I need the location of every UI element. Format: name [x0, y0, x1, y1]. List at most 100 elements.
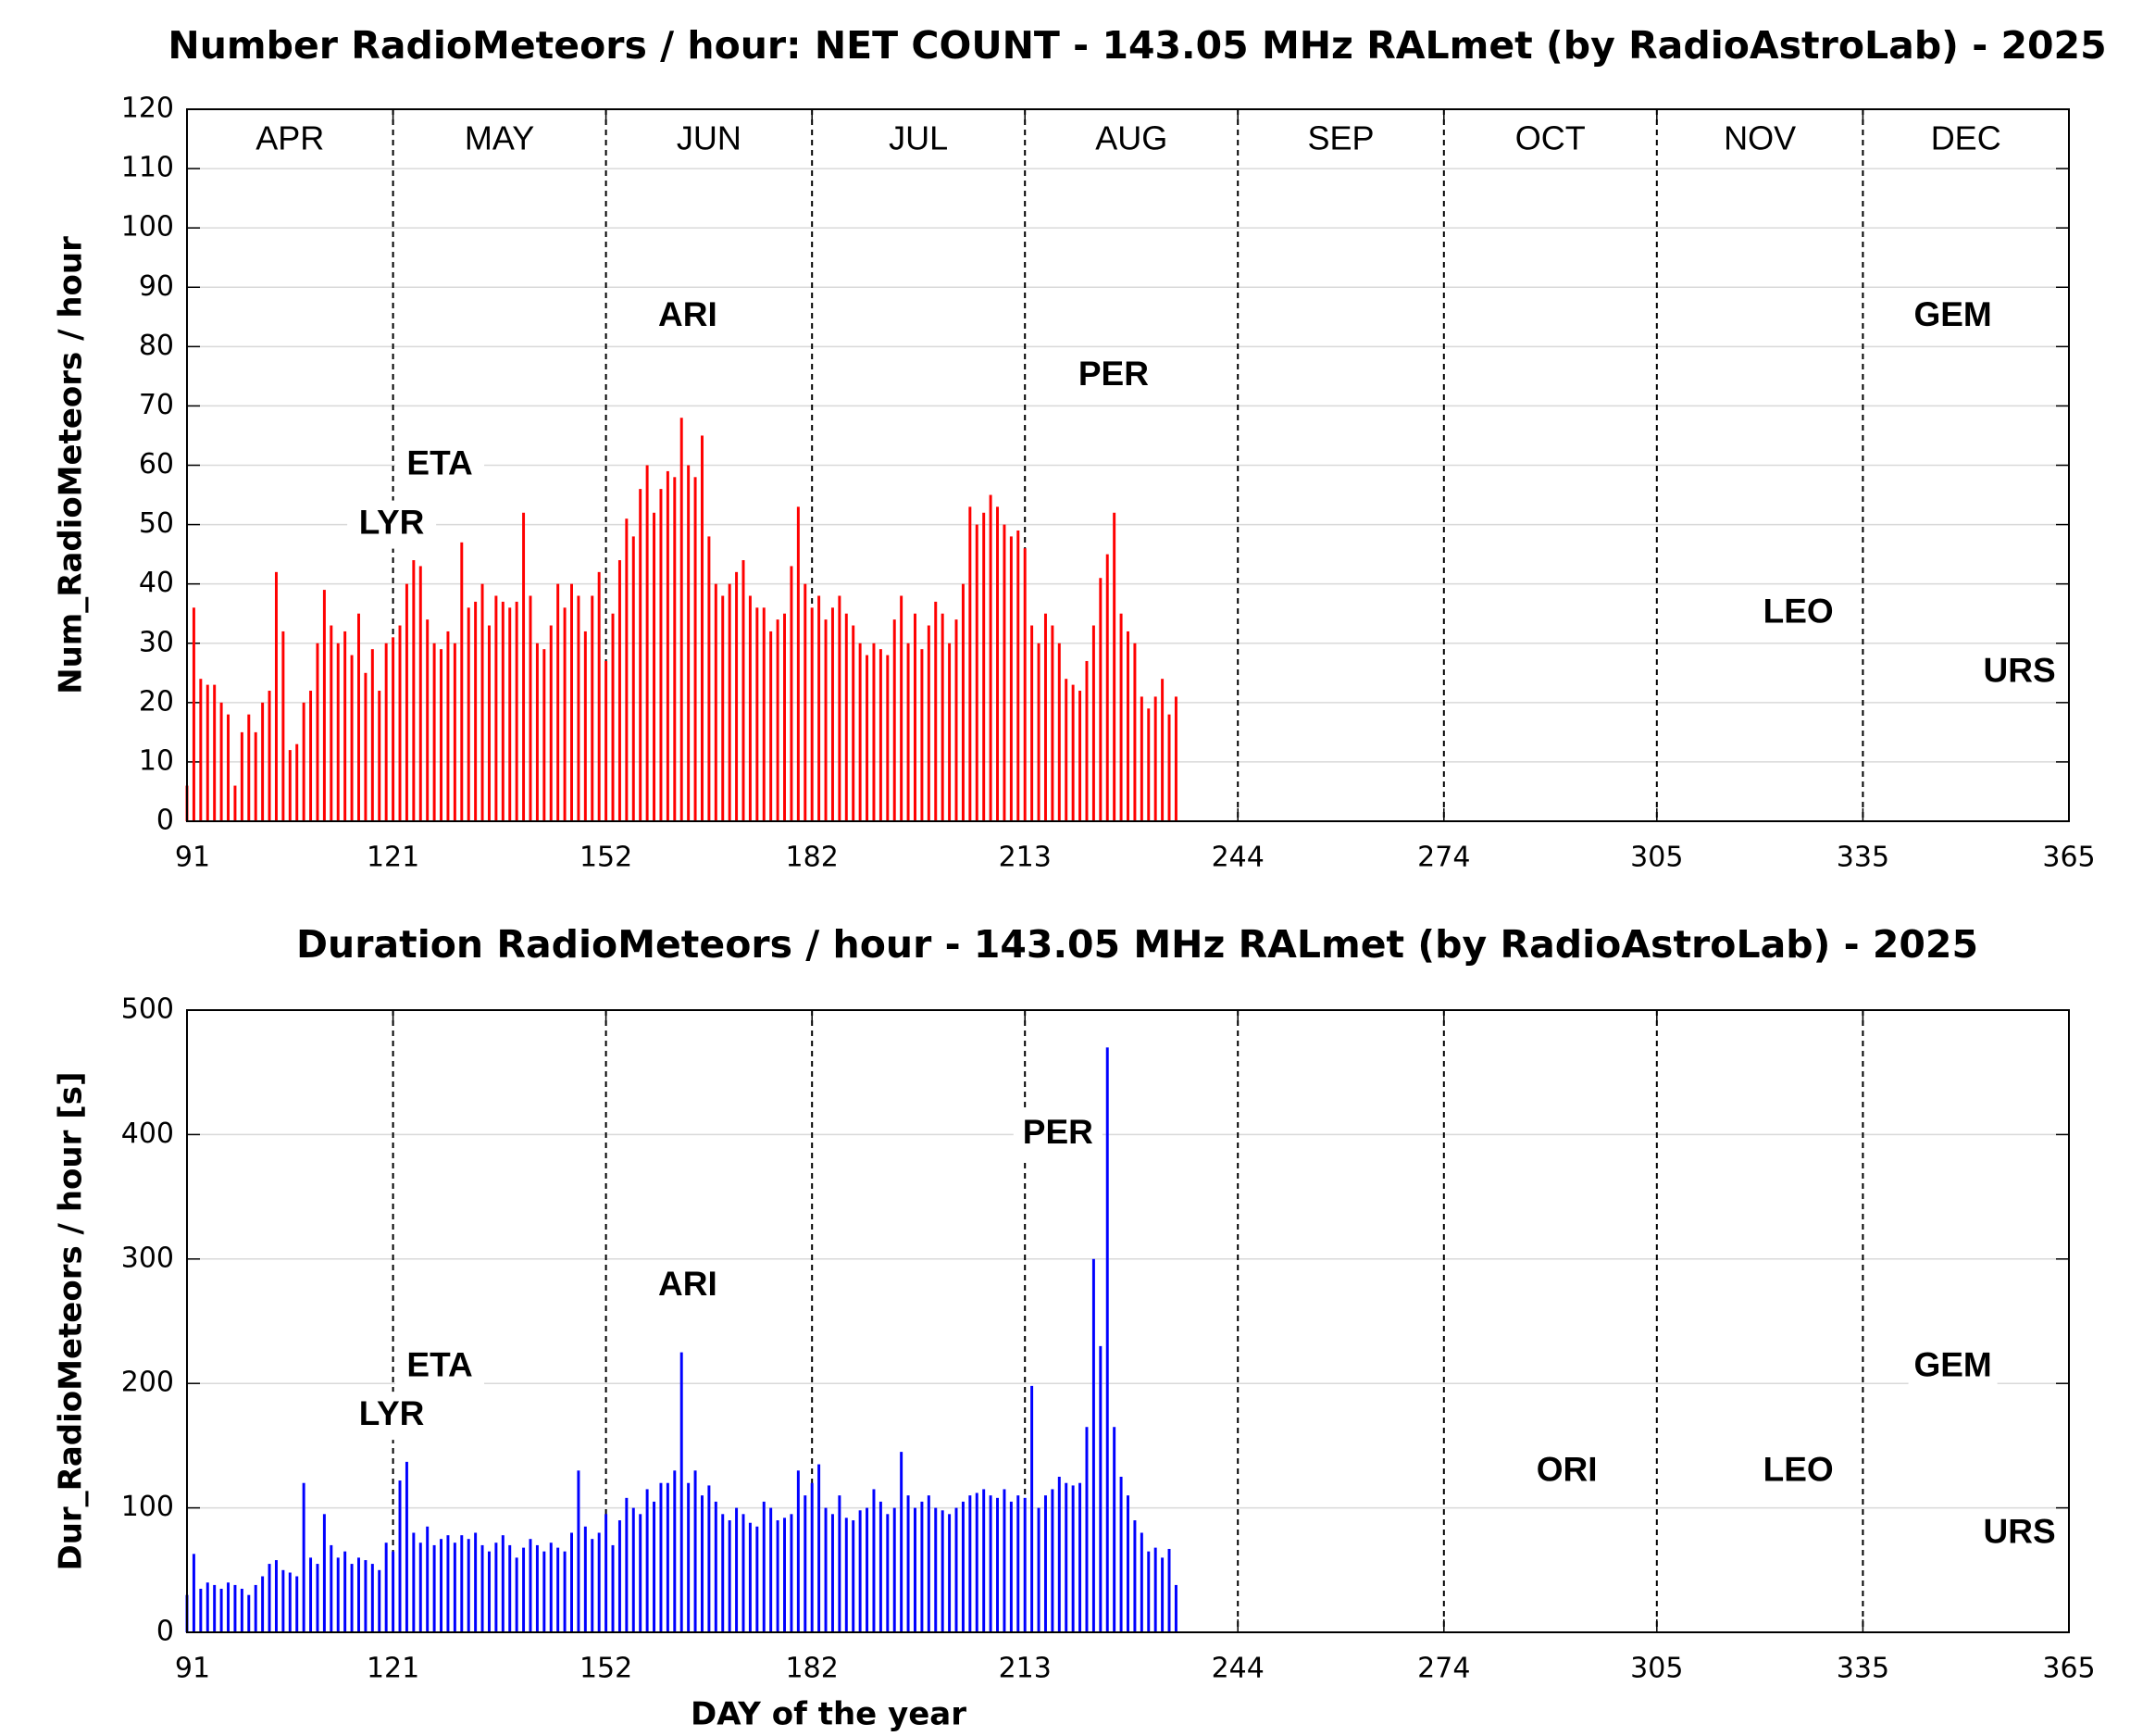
- x-tick-label: 274: [1417, 1653, 1470, 1685]
- y-tick-label: 30: [139, 626, 174, 658]
- bar: [989, 1495, 992, 1632]
- y-axis-label: Num_RadioMeteors / hour: [53, 236, 90, 694]
- annotation: LYR: [359, 503, 425, 541]
- bar: [446, 1535, 450, 1632]
- bar: [274, 1560, 278, 1632]
- bar: [790, 1514, 793, 1632]
- y-tick-label: 20: [139, 685, 174, 718]
- bar: [480, 1544, 484, 1632]
- bar: [336, 643, 340, 821]
- bar: [192, 1554, 195, 1632]
- bar: [213, 1584, 217, 1632]
- bar: [866, 1507, 869, 1632]
- bar: [1085, 1427, 1089, 1632]
- bar: [659, 1482, 663, 1632]
- bar: [330, 625, 333, 821]
- annotation-background: [642, 1262, 732, 1311]
- annotation-background: [395, 441, 485, 490]
- bar: [591, 1539, 594, 1632]
- annotation-background: [1975, 648, 2064, 697]
- bar: [707, 536, 711, 821]
- bar: [700, 435, 704, 821]
- bar: [852, 1520, 855, 1632]
- bar: [219, 1588, 223, 1632]
- bar: [474, 601, 478, 821]
- bar: [1085, 660, 1089, 821]
- annotation-background: [1522, 1447, 1612, 1496]
- bar: [206, 1582, 209, 1632]
- bar: [1009, 536, 1013, 821]
- bar: [886, 1514, 890, 1632]
- bar: [316, 1564, 319, 1632]
- bar: [418, 566, 422, 821]
- y-tick-label: 110: [121, 152, 174, 184]
- bar: [1091, 1258, 1095, 1632]
- annotation-background: [1908, 293, 1998, 342]
- bar: [522, 1547, 526, 1632]
- bar: [844, 613, 848, 821]
- bar: [460, 1535, 464, 1632]
- bar: [968, 506, 972, 821]
- bar: [467, 607, 470, 821]
- bar: [1105, 554, 1109, 821]
- bar: [693, 477, 697, 821]
- bar: [735, 1507, 739, 1632]
- bar: [1153, 696, 1157, 821]
- y-tick-label: 60: [139, 448, 174, 481]
- bar: [830, 607, 834, 821]
- bar: [440, 1539, 443, 1632]
- bar: [219, 702, 223, 821]
- bar: [343, 631, 347, 821]
- bar: [322, 1514, 326, 1632]
- bar: [721, 595, 725, 821]
- bar: [975, 1492, 978, 1632]
- bar: [796, 1470, 800, 1632]
- bar: [247, 1594, 251, 1632]
- bar: [817, 1464, 821, 1632]
- month-label: SEP: [1307, 119, 1374, 157]
- bar: [1174, 1584, 1177, 1632]
- x-tick-label: 274: [1417, 842, 1470, 874]
- bar: [487, 1551, 491, 1632]
- bar: [1003, 524, 1006, 821]
- bar: [906, 1495, 910, 1632]
- bar: [900, 595, 903, 821]
- bar: [1023, 1497, 1027, 1632]
- bar: [412, 1532, 416, 1632]
- bar: [508, 607, 512, 821]
- annotation: ETA: [406, 443, 472, 481]
- annotation-background: [347, 1392, 437, 1441]
- bar: [288, 750, 292, 821]
- bar: [254, 1584, 257, 1632]
- bar: [948, 1514, 952, 1632]
- bar: [1127, 631, 1129, 821]
- bar: [440, 649, 443, 821]
- bar: [714, 1501, 717, 1632]
- bar: [281, 1569, 285, 1632]
- bar: [563, 1551, 567, 1632]
- bar: [542, 649, 546, 821]
- annotation-background: [1013, 1110, 1103, 1159]
- bar: [494, 1542, 498, 1632]
- bar: [405, 1461, 408, 1632]
- bar: [920, 649, 924, 821]
- bar: [515, 601, 518, 821]
- bar: [535, 1544, 539, 1632]
- x-tick-label: 305: [1630, 1653, 1683, 1685]
- annotation: LYR: [359, 1394, 425, 1432]
- bar: [247, 714, 251, 821]
- annotation-background: [1908, 1343, 1998, 1392]
- bar: [625, 518, 629, 821]
- bar: [954, 619, 958, 821]
- bar: [508, 1544, 512, 1632]
- bar: [838, 595, 841, 821]
- bar: [1140, 1532, 1143, 1632]
- y-tick-label: 500: [121, 993, 174, 1026]
- bar: [968, 1495, 972, 1632]
- bar: [501, 1535, 505, 1632]
- annotation: URS: [1984, 652, 2056, 690]
- plot-frame: [186, 108, 2070, 822]
- bar: [693, 1470, 697, 1632]
- bar: [261, 702, 265, 821]
